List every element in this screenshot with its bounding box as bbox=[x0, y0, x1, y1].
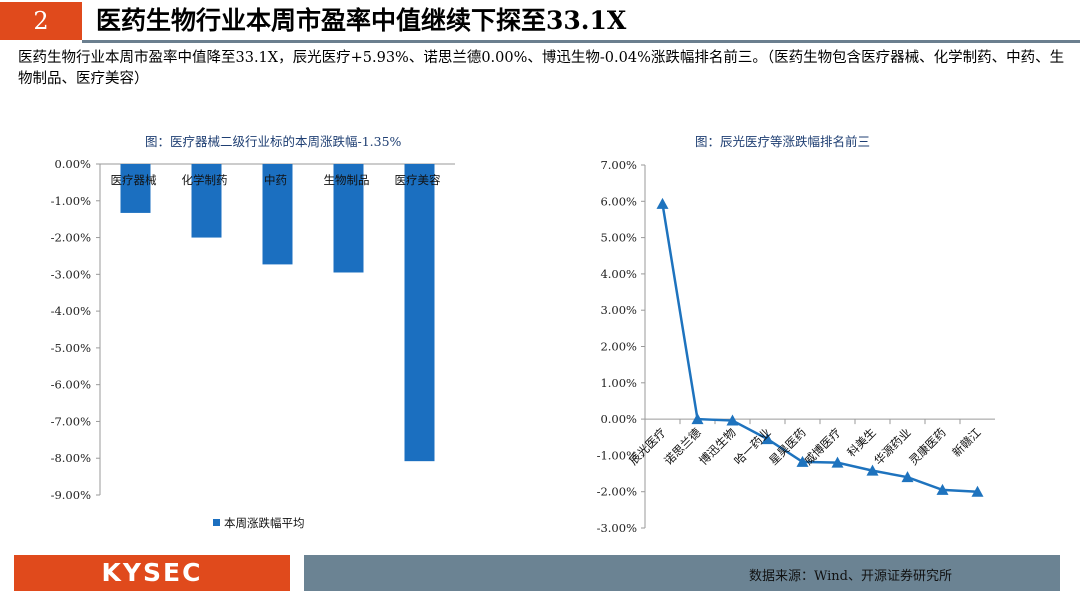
bar-chart: 0.00% -1.00% -2.00% -3.00% -4.00% -5.00% -6.00… bbox=[51, 157, 455, 530]
bar bbox=[404, 164, 435, 462]
x-category-label: 中药 bbox=[264, 173, 287, 187]
x-category-label: 华源药业 bbox=[871, 425, 913, 467]
data-point-marker bbox=[936, 483, 949, 495]
x-category-label: 生物制品 bbox=[324, 173, 370, 187]
y-tick-label: -1.00% bbox=[597, 448, 637, 462]
data-point-marker bbox=[656, 197, 669, 209]
y-tick-label: -5.00% bbox=[51, 341, 91, 355]
y-tick-label: -4.00% bbox=[51, 304, 91, 318]
logo-text: KYSEC bbox=[101, 558, 203, 587]
description: 医药生物行业本周市盈率中值降至33.1X，辰光医疗+5.93%、诺思兰德0.00… bbox=[18, 50, 1065, 87]
y-tick-label: 6.00% bbox=[600, 194, 637, 208]
y-tick-label: -8.00% bbox=[51, 451, 91, 465]
bar bbox=[333, 164, 364, 273]
y-tick-label: -6.00% bbox=[51, 378, 91, 392]
data-point-marker bbox=[901, 471, 914, 483]
x-category-label: 博迅生物 bbox=[696, 425, 738, 467]
x-category-label: 医疗器械 bbox=[111, 173, 157, 187]
y-tick-label: 1.00% bbox=[600, 376, 637, 390]
y-tick-label: -3.00% bbox=[51, 267, 91, 281]
footer-bar: 数据来源：Wind、开源证券研究所 bbox=[304, 555, 1060, 591]
title-divider bbox=[82, 40, 1080, 43]
data-point-marker bbox=[831, 456, 844, 468]
bar-chart-title: 图：医疗器械二级行业标的本周涨跌幅-1.35% bbox=[145, 134, 402, 149]
data-point-marker bbox=[691, 413, 704, 425]
header: 2 医药生物行业本周市盈率中值继续下探至33.1X bbox=[0, 0, 1080, 46]
y-tick-label: -3.00% bbox=[597, 521, 637, 535]
data-point-marker bbox=[761, 433, 774, 445]
section-number: 2 bbox=[0, 2, 82, 40]
bar bbox=[191, 164, 222, 238]
x-category-label: 医疗美容 bbox=[395, 173, 441, 187]
y-tick-label: -2.00% bbox=[51, 231, 91, 245]
line-chart-title: 图：辰光医疗等涨跌幅排名前三 bbox=[695, 134, 871, 149]
y-tick-label: -1.00% bbox=[51, 194, 91, 208]
y-tick-label: -2.00% bbox=[597, 485, 637, 499]
data-point-marker bbox=[726, 414, 739, 426]
data-point-marker bbox=[796, 455, 809, 467]
y-tick-label: 2.00% bbox=[600, 340, 637, 354]
y-tick-label: -9.00% bbox=[51, 488, 91, 502]
y-tick-label: 7.00% bbox=[600, 158, 637, 172]
data-point-marker bbox=[866, 464, 879, 476]
line-chart: 7.00% 6.00% 5.00% 4.00% 3.00% 2.00% 1.00% 0.00%… bbox=[597, 158, 995, 535]
data-source: 数据来源：Wind、开源证券研究所 bbox=[749, 569, 952, 584]
y-tick-label: -7.00% bbox=[51, 414, 91, 428]
x-category-label: 诺思兰德 bbox=[661, 425, 704, 468]
x-category-label: 辰光医疗 bbox=[626, 425, 668, 467]
page-title: 医药生物行业本周市盈率中值继续下探至33.1X bbox=[96, 6, 627, 35]
x-category-label: 灵康医药 bbox=[906, 425, 948, 467]
x-category-label: 化学制药 bbox=[182, 173, 228, 187]
bar bbox=[262, 164, 293, 265]
kysec-logo: KYSEC bbox=[14, 555, 290, 591]
y-tick-label: 5.00% bbox=[600, 231, 637, 245]
legend-swatch bbox=[213, 519, 220, 526]
y-tick-label: 0.00% bbox=[600, 412, 637, 426]
data-point-marker bbox=[971, 485, 984, 497]
x-category-label: 新赣江 bbox=[949, 425, 984, 460]
series-line bbox=[661, 203, 978, 493]
y-tick-label: 3.00% bbox=[600, 303, 637, 317]
legend-label: 本周涨跌幅平均 bbox=[224, 516, 305, 530]
y-tick-label: 4.00% bbox=[600, 267, 637, 281]
y-tick-label: 0.00% bbox=[54, 157, 91, 171]
bar bbox=[120, 164, 151, 213]
